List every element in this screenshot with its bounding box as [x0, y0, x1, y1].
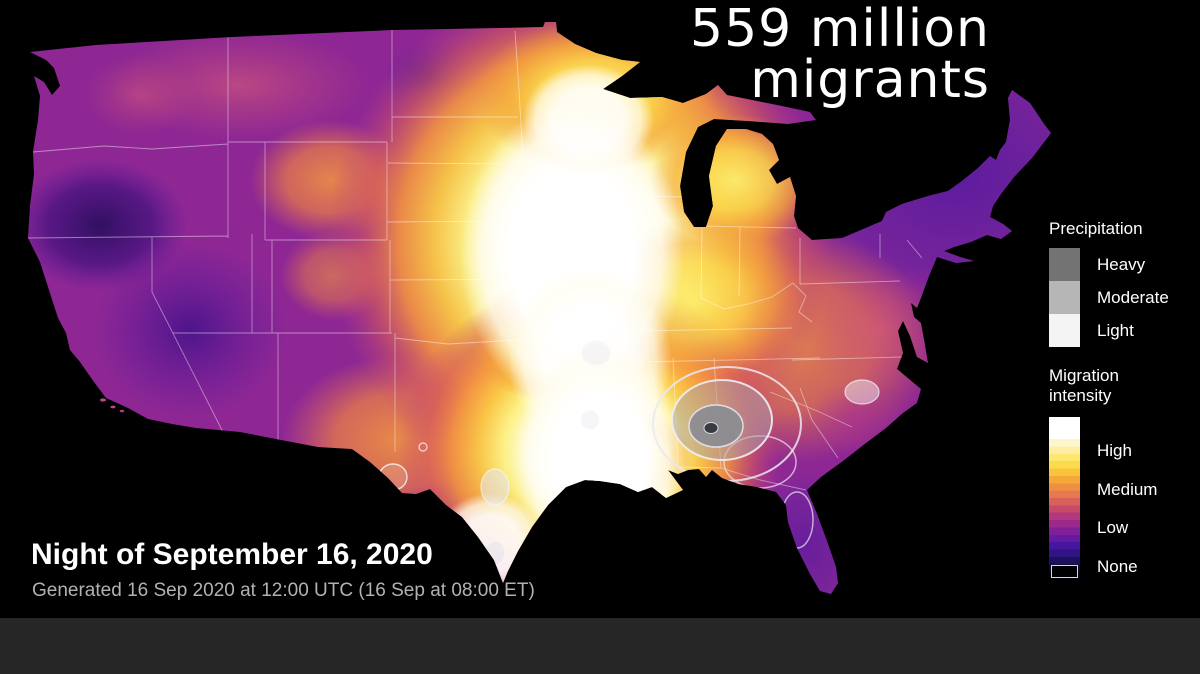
state-borders — [28, 30, 923, 491]
migration-legend-title-line1: Migration — [1049, 366, 1119, 385]
migration-label-none: None — [1097, 557, 1138, 576]
precipitation-legend-title: Precipitation — [1049, 219, 1143, 238]
migration-intensity-colorbar — [1049, 417, 1080, 579]
precip-swatch-heavy — [1049, 248, 1080, 281]
migration-legend-title-line2: intensity — [1049, 386, 1112, 405]
precipitation-swatches — [1049, 248, 1080, 347]
generated-timestamp: Generated 16 Sep 2020 at 12:00 UTC (16 S… — [32, 580, 535, 601]
migration-label-medium: Medium — [1097, 480, 1158, 499]
precip-swatch-light — [1049, 314, 1080, 347]
migrant-count-line1: 559 million — [690, 0, 990, 59]
migration-legend-title: Migration intensity — [1049, 366, 1119, 406]
precip-swatch-moderate — [1049, 281, 1080, 314]
migration-label-low: Low — [1097, 518, 1129, 537]
migrant-count-headline: 559 million migrants — [690, 0, 990, 110]
forecast-night-title: Night of September 16, 2020 — [31, 538, 433, 571]
migration-none-swatch — [1051, 565, 1078, 578]
migration-label-high: High — [1097, 441, 1132, 460]
precip-label-heavy: Heavy — [1097, 255, 1146, 274]
precip-label-light: Light — [1097, 321, 1134, 340]
precip-label-moderate: Moderate — [1097, 288, 1169, 307]
footer-bar: Bird migration forecast maps Van Doren a… — [0, 618, 1200, 674]
migrant-count-line2: migrants — [750, 49, 990, 110]
channel-islands — [100, 398, 125, 413]
